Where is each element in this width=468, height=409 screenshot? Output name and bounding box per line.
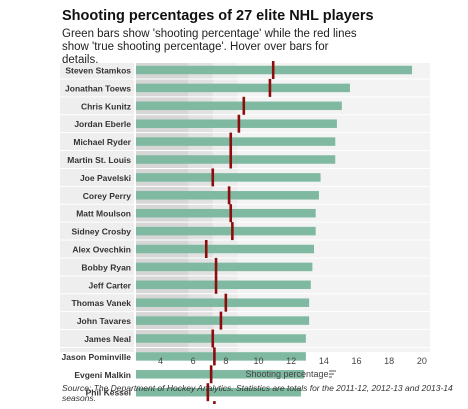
player-label: Matt Moulson bbox=[76, 209, 131, 219]
player-label: Martin St. Louis bbox=[67, 155, 131, 165]
true-shooting-marker[interactable] bbox=[229, 204, 232, 222]
true-shooting-marker[interactable] bbox=[225, 294, 228, 312]
x-tick-label: 8 bbox=[223, 356, 228, 366]
x-tick-label: 18 bbox=[384, 356, 394, 366]
shooting-percentage-bar[interactable] bbox=[136, 102, 342, 111]
shooting-percentage-bar[interactable] bbox=[136, 281, 311, 290]
chart-source: Source: The Department of Hockey Analyti… bbox=[62, 383, 462, 403]
true-shooting-marker[interactable] bbox=[210, 365, 213, 383]
player-label: Joe Pavelski bbox=[80, 173, 131, 183]
shooting-percentage-bar[interactable] bbox=[136, 173, 321, 182]
shooting-percentage-bar[interactable] bbox=[136, 263, 312, 272]
true-shooting-marker[interactable] bbox=[205, 240, 208, 258]
true-shooting-marker[interactable] bbox=[213, 347, 216, 365]
player-label: Corey Perry bbox=[83, 191, 131, 201]
player-label: Sidney Crosby bbox=[71, 227, 131, 237]
shooting-percentage-bar[interactable] bbox=[136, 227, 316, 236]
x-tick-label: 16 bbox=[351, 356, 361, 366]
true-shooting-marker[interactable] bbox=[215, 258, 218, 276]
true-shooting-marker[interactable] bbox=[220, 312, 223, 330]
player-label: Jonathan Toews bbox=[65, 83, 131, 93]
player-label: Bobby Ryan bbox=[81, 262, 131, 272]
player-label: Thomas Vanek bbox=[71, 298, 131, 308]
player-label: Jordan Eberle bbox=[74, 119, 131, 129]
true-shooting-marker[interactable] bbox=[269, 79, 272, 97]
true-shooting-marker[interactable] bbox=[228, 186, 231, 204]
x-tick-label: 10 bbox=[253, 356, 263, 366]
x-axis-label: Shooting percentage bbox=[245, 369, 328, 379]
true-shooting-marker[interactable] bbox=[215, 276, 218, 294]
player-label: Chris Kunitz bbox=[81, 101, 131, 111]
player-label: Michael Ryder bbox=[73, 137, 131, 147]
x-tick-label: 6 bbox=[191, 356, 196, 366]
shooting-percentage-bar[interactable] bbox=[136, 334, 306, 343]
player-label: Jason Pominville bbox=[62, 352, 132, 362]
x-tick-label: 14 bbox=[319, 356, 329, 366]
shooting-percentage-bar[interactable] bbox=[136, 119, 337, 128]
player-label: John Tavares bbox=[77, 316, 131, 326]
true-shooting-marker[interactable] bbox=[211, 330, 214, 348]
true-shooting-marker[interactable] bbox=[211, 168, 214, 186]
x-tick-label: 12 bbox=[286, 356, 296, 366]
shooting-percentage-bar[interactable] bbox=[136, 155, 335, 164]
true-shooting-marker[interactable] bbox=[238, 115, 241, 133]
player-label: James Neal bbox=[84, 334, 131, 344]
true-shooting-marker[interactable] bbox=[229, 151, 232, 169]
true-shooting-marker[interactable] bbox=[243, 97, 246, 115]
shooting-percentage-bar[interactable] bbox=[136, 245, 314, 254]
shooting-percentage-bar[interactable] bbox=[136, 84, 350, 93]
player-label: Alex Ovechkin bbox=[72, 245, 131, 255]
shooting-percentage-bar[interactable] bbox=[136, 298, 309, 307]
shooting-percentage-bar[interactable] bbox=[136, 209, 316, 218]
shooting-percentage-bar[interactable] bbox=[136, 191, 319, 200]
true-shooting-marker[interactable] bbox=[272, 61, 275, 79]
player-label: Evgeni Malkin bbox=[74, 370, 131, 380]
player-label: Steven Stamkos bbox=[65, 66, 131, 76]
true-shooting-marker[interactable] bbox=[229, 133, 232, 151]
shooting-percentage-bar[interactable] bbox=[136, 137, 335, 146]
x-tick-label: 20 bbox=[417, 356, 427, 366]
x-tick-label: 4 bbox=[158, 356, 163, 366]
true-shooting-marker[interactable] bbox=[231, 222, 234, 240]
sort-icon[interactable] bbox=[329, 371, 336, 377]
player-label: Jeff Carter bbox=[88, 280, 131, 290]
shooting-percentage-bar[interactable] bbox=[136, 316, 309, 325]
